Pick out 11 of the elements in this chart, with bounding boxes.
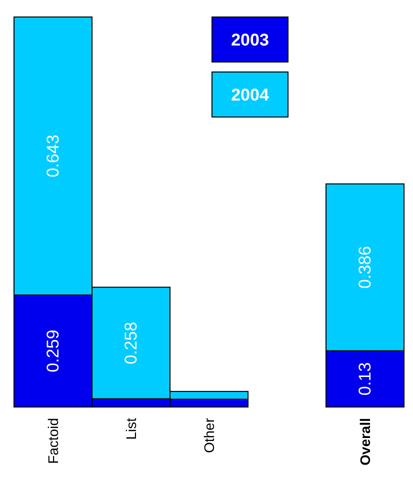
x-tick-label: Factoid <box>45 418 61 464</box>
data-label: 0.643 <box>44 134 62 178</box>
data-label: 0.13 <box>356 362 374 396</box>
data-label: 0.258 <box>122 322 140 364</box>
text: 2004 <box>231 86 270 104</box>
x-tick-label: List <box>123 418 139 440</box>
x-tick-label: Overall <box>357 418 373 466</box>
data-label: 0.259 <box>44 330 62 372</box>
x-tick-label: Other <box>201 418 217 454</box>
data-label: 0.386 <box>356 246 374 289</box>
text: 2003 <box>231 30 269 50</box>
